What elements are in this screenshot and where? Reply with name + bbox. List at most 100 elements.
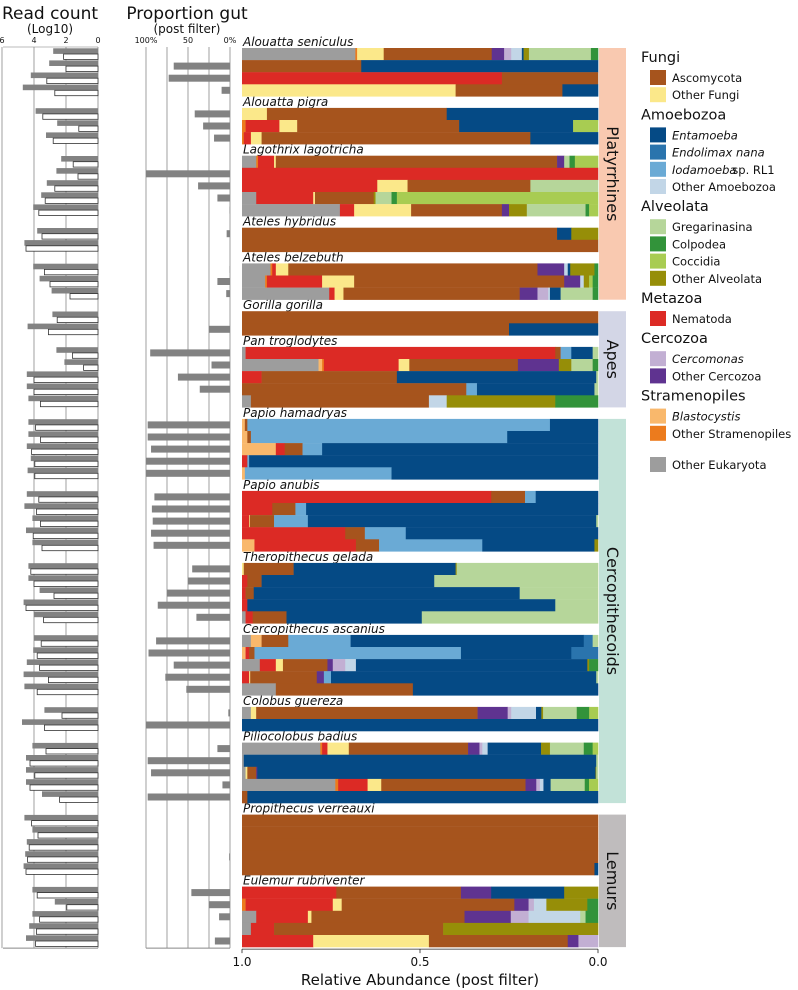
segment-g (580, 910, 586, 924)
read-count-raw-bar (28, 431, 98, 437)
read-count-raw-bar (56, 347, 98, 353)
segment-g (560, 287, 593, 300)
prop-gut-bar (211, 361, 230, 369)
segment-oa (564, 263, 569, 276)
prop-gut-tick-label: 50 (183, 36, 193, 45)
segment-a (274, 922, 444, 936)
read-count-filtered-bar (30, 568, 99, 575)
prop-gut-bar (194, 110, 230, 118)
read-count-raw-bar (30, 72, 98, 79)
segment-oc (256, 766, 258, 780)
segment-n (323, 359, 399, 372)
legend-header: Alveolata (641, 199, 709, 215)
group-band-apes (599, 311, 626, 408)
prop-gut-bar (219, 913, 230, 921)
read-count-filtered-bar (72, 352, 99, 359)
segment-g (592, 346, 599, 360)
read-count-filtered-bar (37, 832, 99, 839)
segment-n (242, 599, 248, 612)
segment-a (428, 935, 569, 948)
x-tick-label: 0.5 (410, 955, 429, 969)
segment-oc (564, 275, 581, 288)
segment-x (242, 263, 271, 276)
prop-gut-bar (173, 62, 230, 70)
prop-gut-bar (209, 325, 230, 333)
segment-oc (316, 671, 325, 684)
read-count-raw-bar (46, 132, 98, 138)
legend-label: Colpodea (672, 237, 726, 251)
segment-e (571, 346, 593, 360)
segment-oa (345, 659, 357, 672)
segment-ov (594, 539, 599, 552)
segment-e (307, 515, 597, 528)
segment-e (355, 659, 588, 672)
segment-n (245, 346, 556, 360)
segment-n (242, 575, 248, 588)
read-count-raw-bar (49, 60, 98, 66)
segment-g (549, 742, 585, 755)
segment-f (327, 742, 350, 755)
segment-e (247, 599, 556, 612)
segment-oc (491, 48, 505, 61)
segment-cm (536, 778, 541, 792)
species-label: Piliocolobus badius (243, 730, 357, 744)
legend-header: Metazoa (641, 291, 702, 307)
read-count-raw-bar (28, 563, 98, 569)
segment-a (249, 647, 255, 660)
species-label: Gorilla gorilla (243, 298, 323, 312)
segment-e (361, 60, 599, 73)
read-count-raw-bar (32, 911, 98, 917)
segment-n (245, 898, 334, 911)
prop-gut-bar (214, 134, 230, 142)
legend-swatch-n (650, 311, 666, 326)
segment-x (242, 910, 257, 924)
prop-gut-bar (203, 122, 230, 130)
segment-e (261, 575, 435, 588)
segment-cp (569, 155, 576, 168)
segment-b (250, 634, 262, 648)
segment-x (242, 204, 341, 217)
read-count-raw-bar (54, 899, 98, 905)
segment-oc (519, 287, 538, 300)
legend-label: Endolimax nana (672, 146, 765, 160)
prop-gut-bar (146, 721, 230, 729)
segment-g (596, 754, 599, 767)
prop-gut-bar (199, 385, 230, 393)
read-count-filtered-bar (34, 472, 99, 480)
read-count-raw-bar (29, 923, 99, 929)
segment-e (249, 455, 599, 468)
segment-f (250, 706, 257, 720)
segment-oc (468, 742, 480, 755)
segment-n (242, 371, 262, 384)
read-count-raw-bar (26, 443, 98, 449)
read-count-raw-bar (26, 371, 98, 377)
read-count-raw-bar (52, 311, 98, 318)
read-count-filtered-bar (54, 89, 99, 97)
read-count-filtered-bar (44, 724, 99, 731)
read-count-tick-label: 2 (63, 36, 68, 45)
segment-a (272, 503, 296, 516)
segment-x (242, 742, 321, 755)
prop-gut-bar (229, 853, 230, 861)
segment-x (242, 766, 246, 780)
group-band-platyrrhines (599, 48, 626, 300)
segment-co (574, 155, 599, 168)
read-count-raw-bar (28, 419, 98, 425)
segment-f (313, 935, 430, 948)
prop-gut-bar (153, 541, 230, 549)
species-label: Pan troglodytes (243, 334, 337, 348)
segment-a (250, 671, 318, 684)
segment-n (242, 515, 250, 528)
segment-a (247, 766, 257, 780)
segment-en (571, 647, 599, 660)
read-count-raw-bar (26, 767, 98, 773)
segment-i (244, 467, 392, 480)
segment-i (379, 539, 483, 552)
segment-a (381, 778, 526, 792)
read-count-filtered-bar (25, 245, 99, 252)
legend-swatch-en (650, 144, 666, 160)
segment-ov (595, 766, 597, 780)
prop-gut-bar (217, 278, 230, 285)
read-count-raw-bar (56, 168, 98, 174)
